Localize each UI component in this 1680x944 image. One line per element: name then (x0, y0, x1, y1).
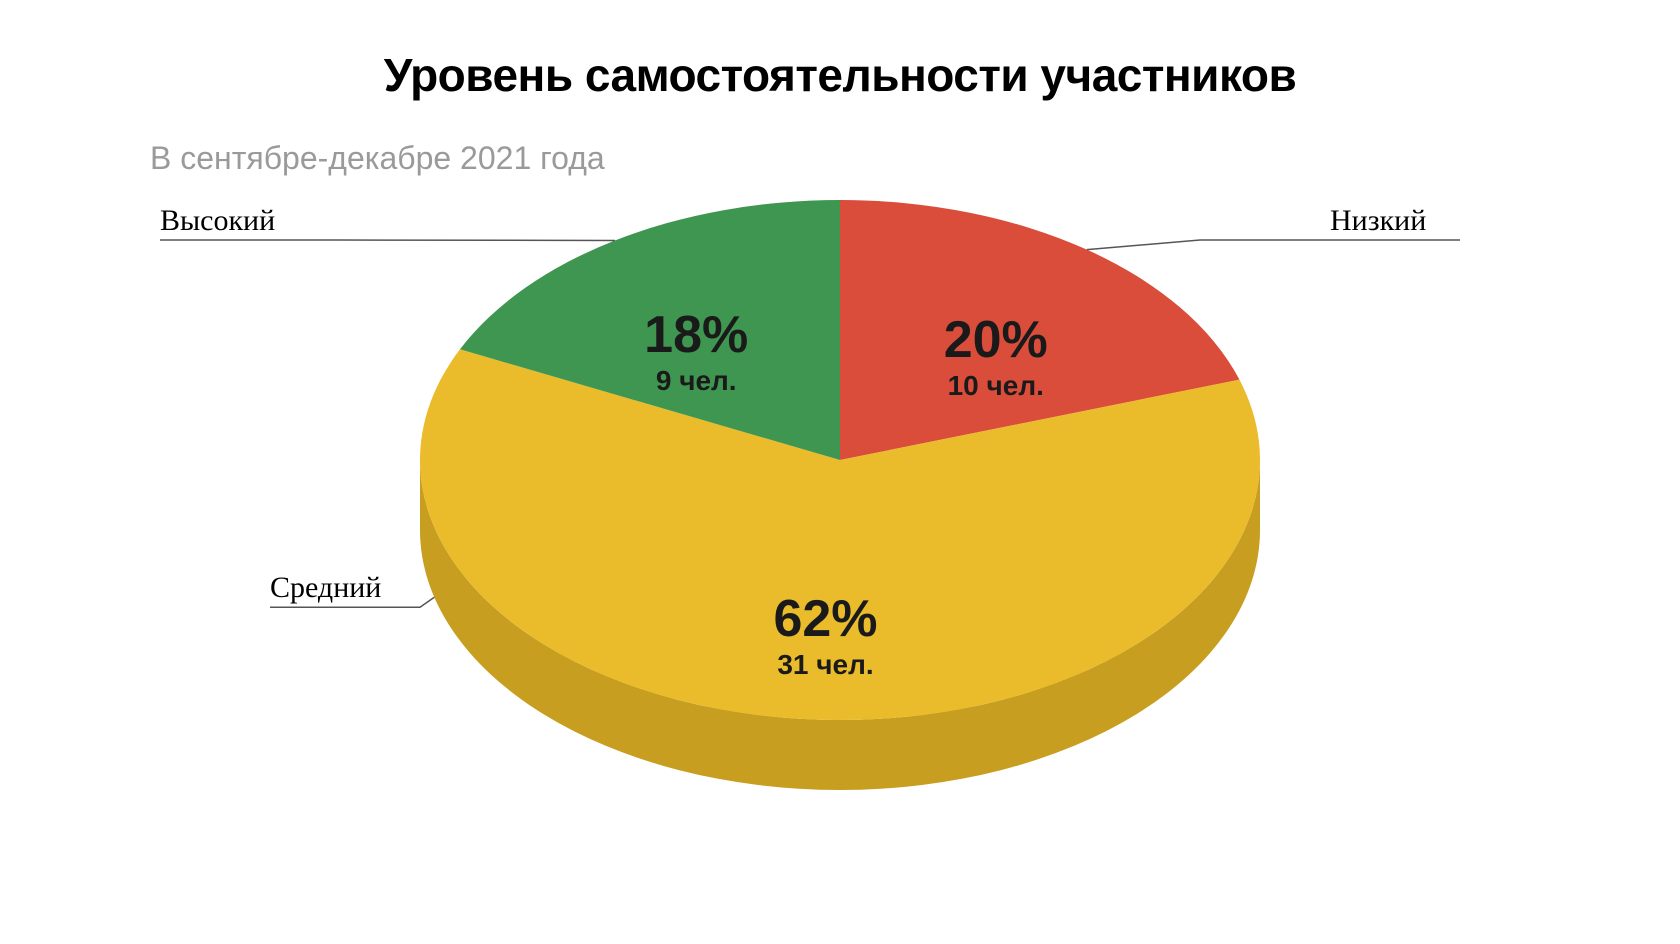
chart-title: Уровень самостоятельности участников (0, 48, 1680, 102)
leader-label-medium: Средний (270, 571, 381, 605)
slice-pct-low: 20% (916, 314, 1076, 366)
slice-pct-medium: 62% (745, 593, 905, 645)
slice-count-medium: 31 чел. (745, 649, 905, 681)
leader-label-low: Низкий (1330, 204, 1426, 238)
slice-label-medium: 62% 31 чел. (745, 593, 905, 681)
slice-label-high: 18% 9 чел. (616, 309, 776, 397)
slice-pct-high: 18% (616, 309, 776, 361)
slice-count-low: 10 чел. (916, 370, 1076, 402)
slice-count-high: 9 чел. (616, 365, 776, 397)
pie-chart: 20% 10 чел. 62% 31 чел. 18% 9 чел. Низки… (0, 180, 1680, 880)
chart-subtitle: В сентябре-декабре 2021 года (150, 140, 605, 177)
leader-label-high: Высокий (160, 204, 275, 238)
slice-label-low: 20% 10 чел. (916, 314, 1076, 402)
